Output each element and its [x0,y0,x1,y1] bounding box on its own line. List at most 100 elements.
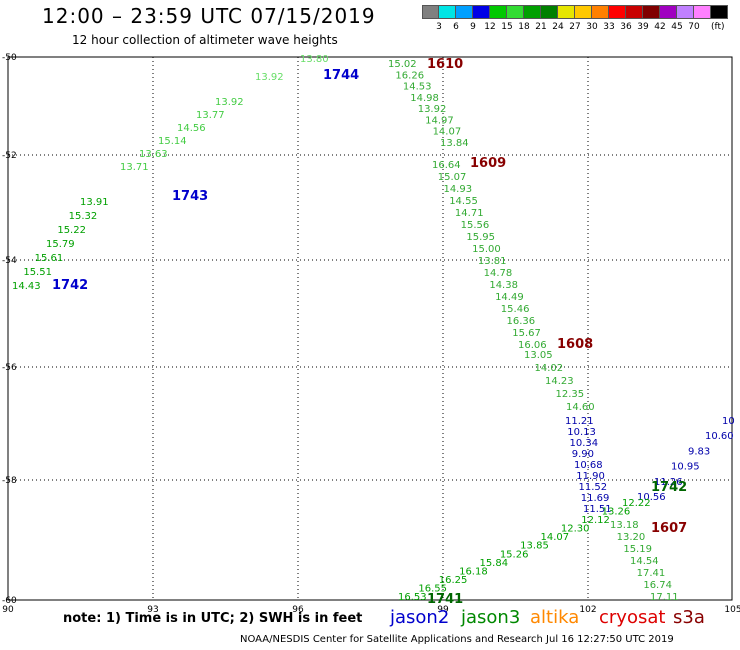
wave-height-value: 15.79 [46,239,75,250]
wave-height-value: 13.92 [215,97,244,108]
wave-height-value: 15.14 [158,136,187,147]
wave-height-value: 11.69 [581,493,610,504]
wave-height-value: 15.56 [461,220,490,231]
colorbar-swatch [694,5,711,19]
wave-height-value: 10.95 [671,462,700,473]
colorbar-label: 12 [484,22,496,32]
track-time-label: 1610 [427,57,463,72]
colorbar-label: 39 [637,22,649,32]
wave-height-value: 13.26 [602,507,631,518]
wave-height-value: 15.46 [501,304,530,315]
satellite-name: cryosat [599,607,666,628]
track-time-label: 1607 [651,521,687,536]
colorbar-swatch [422,5,439,19]
y-tick-label: -52 [2,151,17,161]
wave-height-value: 14.38 [489,280,518,291]
wave-height-value: 15.22 [57,225,86,236]
wave-height-value: 14.49 [495,292,524,303]
colorbar-label: 18 [518,22,530,32]
colorbar-swatch [507,5,524,19]
colorbar-label: 42 [654,22,666,32]
colorbar-label: 45 [671,22,683,32]
y-tick-label: -56 [2,363,17,373]
footer-note: note: 1) Time is in UTC; 2) SWH is in fe… [63,611,363,626]
wave-height-value: 10.68 [574,460,603,471]
colorbar-label: 24 [552,22,564,32]
x-tick-label: 99 [437,605,449,615]
wave-height-value: 14.54 [630,556,659,567]
colorbar-swatch [609,5,626,19]
wave-height-value: 14.97 [425,115,454,126]
wave-height-value: 12.35 [556,389,585,400]
wave-height-value: 13.18 [610,520,639,531]
wave-height-value: 12.22 [622,498,651,509]
colorbar-label: 9 [470,22,476,32]
y-tick-label: -60 [2,596,17,606]
wave-height-value: 15.51 [23,267,52,278]
colorbar-swatch [456,5,473,19]
colorbar-label: 30 [586,22,598,32]
x-tick-label: 102 [579,605,596,615]
wave-height-value: 13.20 [617,532,646,543]
wave-height-value: 10.34 [570,438,599,449]
colorbar-swatch [541,5,558,19]
wave-height-value: 11.90 [576,471,605,482]
colorbar-swatch [490,5,507,19]
colorbar-swatch [592,5,609,19]
colorbar-swatch [626,5,643,19]
wave-height-value: 16.18 [459,566,488,577]
footer-credit: NOAA/NESDIS Center for Satellite Applica… [240,634,674,645]
wave-height-value: 11.51 [583,504,612,515]
wave-height-value: 16.74 [643,580,672,591]
colorbar-swatch [677,5,694,19]
colorbar-swatch [473,5,490,19]
wave-height-colorbar [422,5,728,19]
colorbar-label: 70 [688,22,700,32]
wave-height-value: 15.84 [479,558,508,569]
track-time-label: 1744 [323,68,359,83]
wave-height-value: 14.60 [566,402,595,413]
wave-height-value: 10.60 [705,431,734,442]
wave-height-value: 11.52 [579,482,608,493]
wave-height-value: 11.21 [565,416,594,427]
wave-height-value: 15.61 [35,253,64,264]
satellite-name: altika [530,607,580,628]
colorbar-label: 15 [501,22,513,32]
wave-height-value: 14.98 [410,93,439,104]
colorbar-unit: (ft) [711,22,725,32]
wave-height-value: 13.77 [196,110,225,121]
wave-height-value: 14.02 [535,363,564,374]
wave-height-value: 15.19 [623,544,652,555]
colorbar-label: 6 [453,22,459,32]
x-tick-label: 90 [2,605,14,615]
wave-height-value: 13.84 [440,138,469,149]
wave-height-value: 11.26 [654,477,683,488]
wave-height-value: 13.05 [524,350,553,361]
wave-height-value: 17.41 [637,568,666,579]
wave-height-value: 9.90 [572,449,594,460]
wave-height-value: 16.06 [518,340,547,351]
wave-height-value: 13.80 [300,54,329,65]
wave-height-value: 16.26 [395,70,424,81]
colorbar-label: 27 [569,22,581,32]
wave-height-value: 13.85 [520,541,549,552]
x-tick-label: 93 [147,605,158,615]
wave-height-value: 16.25 [439,575,468,586]
wave-height-value: 14.07 [433,127,462,138]
wave-height-value: 13.71 [120,162,149,173]
map-title: 12:00 – 23:59 UTC 07/15/2019 [42,4,376,28]
wave-height-value: 13.91 [80,197,109,208]
wave-height-value: 16.64 [432,160,461,171]
wave-height-value: 10 [722,416,735,427]
wave-height-value: 15.00 [472,244,501,255]
wave-height-value: 10.13 [567,427,596,438]
wave-height-value: 16.55 [418,583,447,594]
colorbar-swatch [711,5,728,19]
wave-height-value: 10.56 [637,492,666,503]
x-tick-label: 105 [724,605,740,615]
wave-height-value: 14.53 [403,82,432,93]
wave-height-value: 14.07 [541,532,570,543]
wave-height-value: 14.78 [484,268,513,279]
wave-height-value: 13.81 [478,256,507,267]
